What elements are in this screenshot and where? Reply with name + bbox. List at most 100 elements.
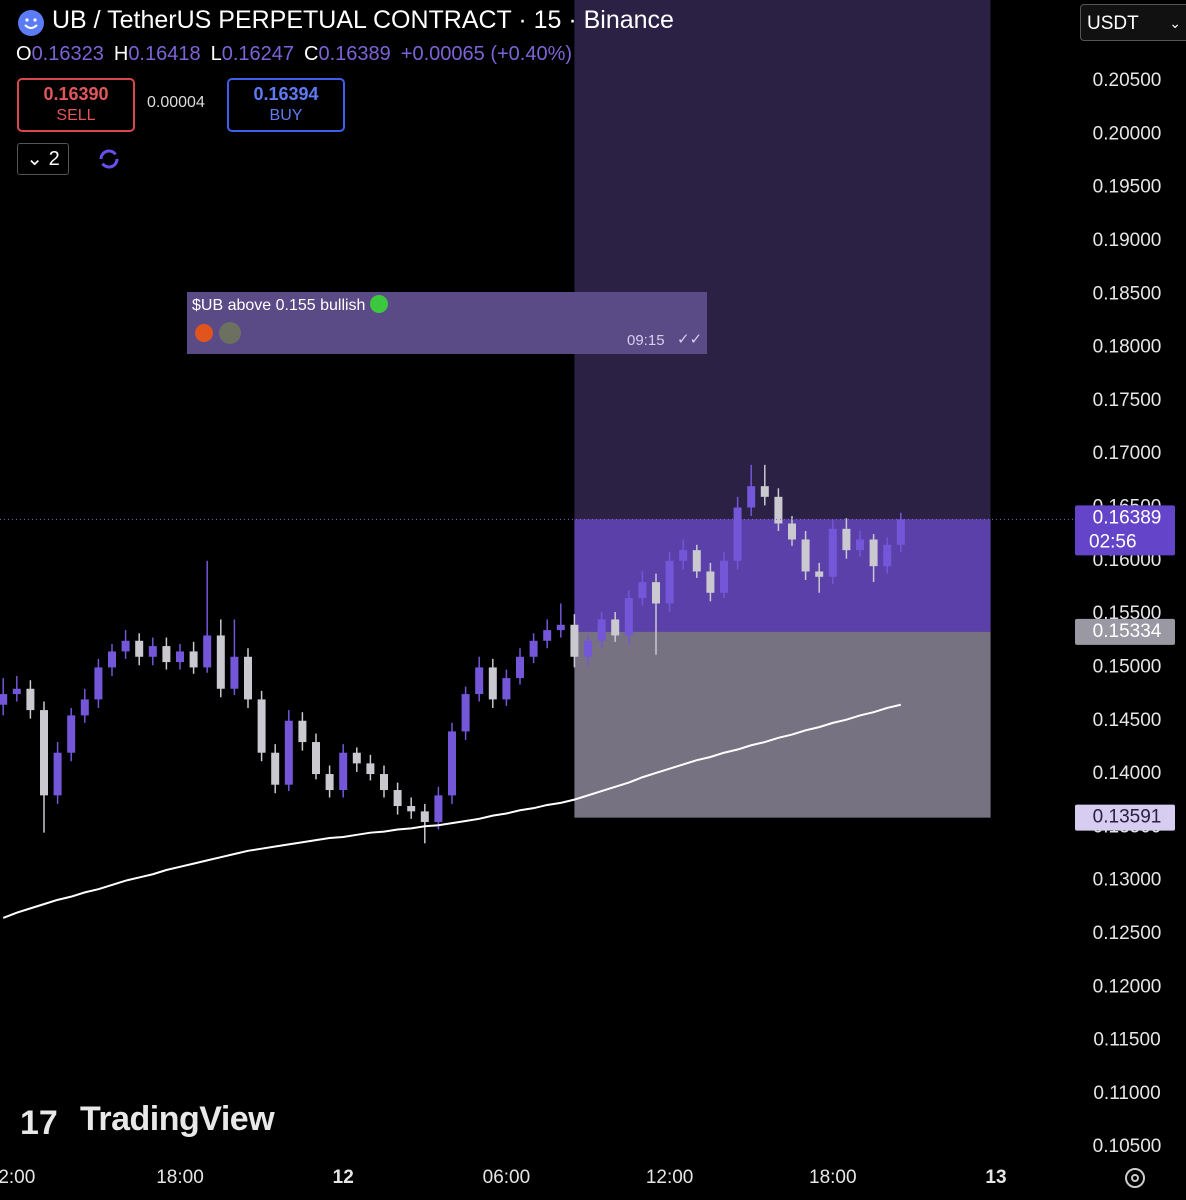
candle-body [12, 688, 21, 695]
candle-body [611, 619, 620, 636]
currency-select[interactable]: USDT ⌄ [1080, 4, 1186, 41]
candle-body [801, 539, 810, 572]
candle-body [284, 720, 293, 785]
candle-body [584, 640, 592, 657]
candle-body [652, 582, 660, 604]
candle-body [189, 651, 198, 668]
x-tick-label: 12 [333, 1167, 354, 1188]
y-tick-label: 0.17500 [1093, 390, 1162, 411]
candle-body [774, 496, 783, 524]
candle-body [230, 656, 239, 689]
y-tick-label: 0.17000 [1093, 443, 1162, 464]
candle-body [516, 656, 524, 679]
y-tick-label: 0.20500 [1093, 70, 1162, 91]
buy-label: BUY [269, 107, 303, 124]
candle-body [556, 624, 565, 631]
candle-body [298, 720, 307, 743]
candle-body [94, 667, 103, 700]
candle-body [257, 699, 266, 753]
candle-body [624, 598, 633, 636]
y-tick-label: 0.19000 [1093, 230, 1162, 251]
candle-body [679, 550, 688, 561]
y-tick-label: 0.11000 [1093, 1083, 1160, 1104]
sell-price: 0.16390 [43, 84, 109, 104]
buy-button[interactable]: 0.16394 BUY [227, 78, 345, 132]
currency: USDT [1087, 13, 1139, 34]
candle-body [135, 640, 144, 657]
settings-icon[interactable] [1122, 1165, 1148, 1191]
message-time: 09:15 [627, 332, 665, 349]
candle-body [352, 752, 361, 764]
candle-body [366, 763, 375, 775]
y-tick-label: 0.10500 [1093, 1136, 1162, 1157]
refresh-icon[interactable] [96, 146, 122, 172]
ohlc-value: 0.16247 [221, 43, 295, 65]
candle-body [80, 699, 89, 716]
ohlc-label: C [304, 43, 319, 65]
candle-body [271, 752, 280, 785]
candle-body [216, 635, 225, 689]
y-tick-label: 0.12000 [1093, 976, 1162, 997]
candle-body [760, 486, 769, 497]
ohlc-legend: O0.16323 H0.16418 L0.16247 C0.16389 +0.00065… [16, 43, 572, 66]
candle-body [203, 635, 212, 668]
ohlc-value: 0.16389 [318, 43, 391, 65]
countdown: 02:56 [1089, 531, 1137, 552]
candle-body [26, 688, 35, 711]
sell-button[interactable]: 0.16390 SELL [17, 78, 135, 132]
entry-label: 0.15334 [1093, 621, 1162, 642]
ohlc-value: 0.16418 [128, 43, 201, 65]
x-tick-label: 13 [985, 1167, 1006, 1188]
y-tick-label: 0.15000 [1093, 656, 1162, 677]
message-body: $UB above 0.155 bullish [192, 297, 366, 314]
candle-body [339, 752, 348, 791]
y-tick-label: 0.20000 [1093, 123, 1162, 144]
candle-body [121, 640, 130, 652]
symbol-icon [18, 10, 44, 36]
y-tick-label: 0.12500 [1093, 923, 1162, 944]
sell-label: SELL [56, 107, 96, 124]
x-tick-label: 18:00 [809, 1167, 857, 1188]
candle-body [815, 571, 824, 577]
indicators-toggle[interactable]: ⌄ 2 [17, 143, 69, 175]
candle-body [176, 651, 184, 663]
candle-body [325, 774, 334, 791]
y-tick-label: 0.18000 [1093, 337, 1162, 358]
y-tick-label: 0.11500 [1093, 1030, 1160, 1051]
spread: 0.00004 [147, 94, 205, 111]
open-profit-zone [574, 519, 991, 632]
change: +0.00065 (+0.40%) [400, 43, 573, 65]
candle-body [570, 624, 579, 657]
candle-body [529, 640, 538, 657]
brand-logo: 17 [20, 1104, 58, 1142]
y-tick-label: 0.13000 [1093, 870, 1162, 891]
candle-body [0, 694, 8, 705]
candle-body [380, 774, 388, 791]
x-tick-label: 18:00 [156, 1167, 204, 1188]
candle-body [434, 795, 443, 823]
candle-body [108, 651, 116, 668]
y-tick-label: 0.14500 [1093, 710, 1162, 731]
candle-body [244, 656, 252, 700]
buy-price: 0.16394 [253, 84, 319, 104]
candle-body [788, 523, 796, 540]
candle-body [53, 752, 62, 796]
read-ticks: ✓✓ [677, 331, 703, 348]
candle-body [312, 742, 320, 775]
candle-body [67, 715, 76, 753]
candle-body [638, 582, 647, 599]
candle-body [448, 731, 456, 796]
candle-body [706, 571, 715, 593]
candle-body [162, 646, 171, 663]
stop-label: 0.13591 [1093, 807, 1162, 828]
y-tick-label: 0.19500 [1093, 177, 1162, 198]
candle-body [856, 539, 864, 551]
ohlc-label: L [210, 43, 222, 65]
candle-body [883, 544, 892, 567]
candle-body [543, 630, 552, 641]
candle-body [475, 667, 484, 695]
brand: TradingView [80, 1100, 275, 1138]
candle-body [148, 646, 157, 657]
candle-body [692, 550, 701, 572]
